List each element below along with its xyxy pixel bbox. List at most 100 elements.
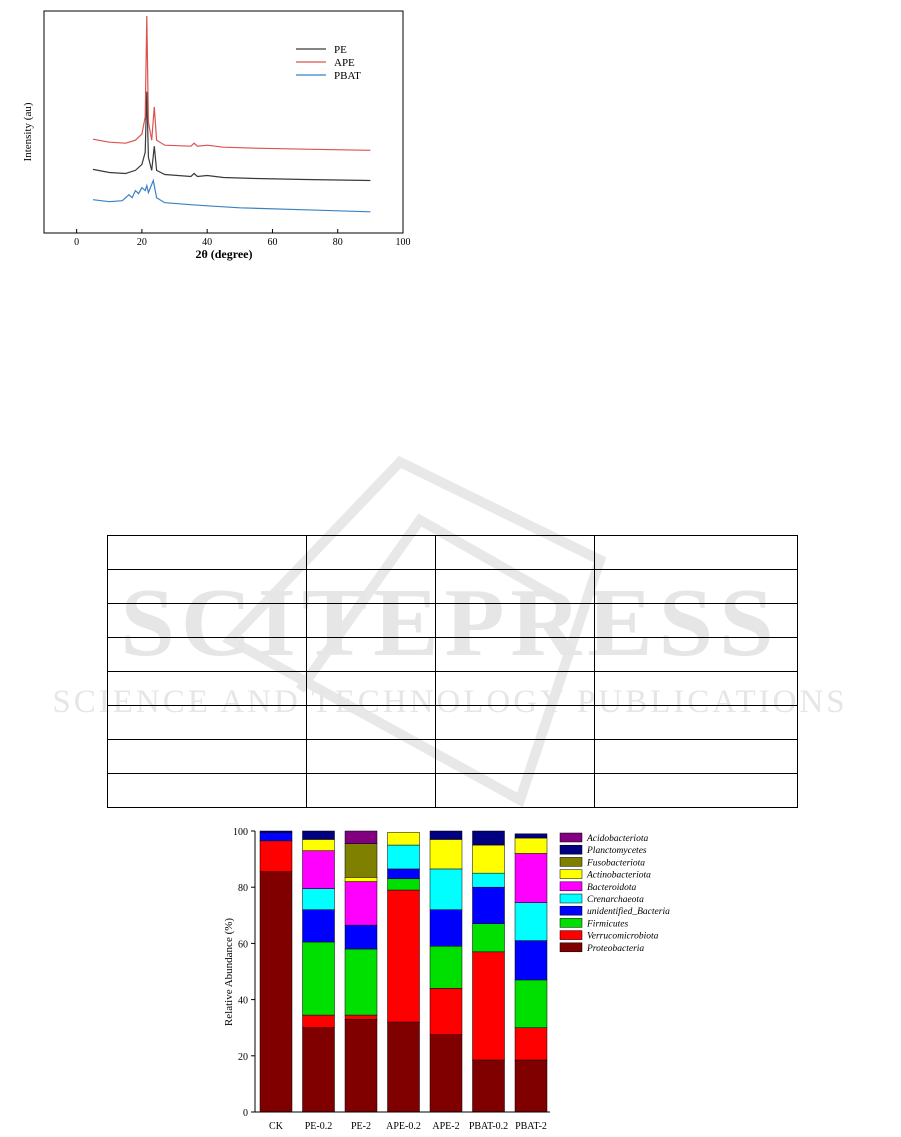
- abundance-x-tick-label: APE-2: [432, 1121, 459, 1132]
- bar-segment-verrucomicrobiota: [429, 988, 463, 1035]
- abundance-x-tick-label: PBAT-0.2: [469, 1121, 508, 1132]
- bar-segment-proteobacteria: [387, 1021, 420, 1113]
- xrd-line-ape: [92, 15, 371, 151]
- bar-segment-actinobacteriota: [344, 877, 378, 882]
- table-cell: [594, 603, 798, 638]
- abundance-y-tick-label: 80: [238, 883, 248, 894]
- bar-segment-actinobacteriota: [387, 832, 420, 846]
- bar-segment-planctomycetes: [472, 830, 505, 846]
- abundance-legend: Acidobacteriota Planctomycetes Fusobacteri…: [559, 832, 670, 954]
- bar-segment-planctomycetes: [302, 830, 335, 840]
- abundance-legend-swatch: [559, 869, 583, 879]
- abundance-x-tick-label: PBAT-2: [515, 1121, 547, 1132]
- bar-segment-planctomycetes: [514, 833, 548, 839]
- abundance-legend-swatch: [559, 905, 583, 916]
- abundance-bars: CK PE-0.2 PE-2 APE-0.2 APE-2 PBAT-0.2 PBAT-2: [259, 830, 548, 1132]
- bar-segment-unidentified_bacteria: [344, 924, 378, 950]
- xrd-x-tick-label: 20: [137, 237, 147, 248]
- xrd-legend-label: APE: [334, 57, 355, 69]
- abundance-legend-label: Planctomycetes: [586, 846, 647, 856]
- abundance-x-tick-label: CK: [269, 1121, 284, 1132]
- abundance-legend-label: Crenarchaeota: [587, 895, 644, 905]
- bar-segment-firmicutes: [344, 948, 378, 1016]
- abundance-legend-label: Actinobacteriota: [586, 871, 651, 881]
- bar-segment-proteobacteria: [472, 1059, 505, 1113]
- data-table: [107, 535, 798, 808]
- bar-segment-crenarchaeota: [514, 902, 548, 941]
- xrd-x-tick-label: 100: [396, 237, 411, 248]
- bar-segment-unidentified_bacteria: [514, 940, 548, 981]
- bar-segment-bacteroidota: [514, 853, 548, 903]
- bar-segment-unidentified_bacteria: [259, 832, 293, 842]
- table-cell: [107, 773, 307, 808]
- xrd-x-tick-label: 0: [74, 237, 79, 248]
- bar-segment-actinobacteriota: [302, 839, 335, 851]
- xrd-x-tick-label: 60: [267, 237, 277, 248]
- bar-segment-firmicutes: [302, 941, 335, 1016]
- bar-segment-actinobacteriota: [472, 844, 505, 874]
- table-cell: [594, 569, 798, 604]
- abundance-y-tick-label: 60: [238, 939, 248, 950]
- bar-segment-actinobacteriota: [429, 839, 463, 870]
- table-cell: [594, 671, 798, 706]
- bar-segment-proteobacteria: [514, 1059, 548, 1113]
- bar-segment-firmicutes: [514, 979, 548, 1028]
- abundance-y-tick-label: 40: [238, 996, 248, 1007]
- abundance-legend-swatch: [559, 918, 583, 928]
- bar-segment-acidobacteriota: [344, 830, 378, 844]
- table-row: [107, 637, 798, 672]
- bar-segment-crenarchaeota: [387, 844, 420, 870]
- table-cell: [435, 637, 595, 672]
- bar-segment-firmicutes: [387, 878, 420, 891]
- abundance-legend-swatch: [559, 857, 583, 867]
- abundance-x-tick-label: APE-0.2: [386, 1121, 421, 1132]
- abundance-legend-label: Verrucomicrobiota: [587, 932, 659, 942]
- abundance-y-axis-label: Relative Abundance (%): [223, 918, 235, 1026]
- table-cell: [435, 569, 595, 604]
- bar-segment-unidentified_bacteria: [302, 909, 335, 943]
- table-row: [107, 603, 798, 638]
- bar-segment-firmicutes: [429, 945, 463, 989]
- abundance-x-tick-label: PE-0.2: [305, 1121, 333, 1132]
- abundance-legend-swatch: [559, 832, 583, 843]
- table-row: [107, 773, 798, 808]
- xrd-x-tick-label: 80: [333, 237, 343, 248]
- xrd-line-pbat: [92, 178, 371, 213]
- abundance-y-tick-label: 100: [233, 827, 248, 838]
- table-cell: [594, 705, 798, 740]
- bar-segment-fusobacteriota: [344, 843, 378, 878]
- bar-segment-proteobacteria: [259, 871, 293, 1113]
- table-cell: [435, 603, 595, 638]
- abundance-legend-label: Fusobacteriota: [586, 858, 645, 868]
- bar-segment-verrucomicrobiota: [472, 951, 505, 1061]
- xrd-legend-label: PBAT: [334, 70, 361, 82]
- table-row: [107, 671, 798, 706]
- table-row: [107, 535, 798, 570]
- table-cell: [306, 603, 436, 638]
- table-cell: [594, 535, 798, 570]
- table-cell: [107, 671, 307, 706]
- bar-segment-planctomycetes: [259, 830, 293, 833]
- abundance-legend-swatch: [559, 930, 583, 940]
- table-cell: [306, 535, 436, 570]
- xrd-plot-frame: [43, 10, 404, 234]
- bar-segment-crenarchaeota: [472, 872, 505, 888]
- abundance-legend-swatch: [559, 844, 583, 855]
- bar-segment-unidentified_bacteria: [387, 868, 420, 880]
- bar-segment-bacteroidota: [344, 881, 378, 926]
- xrd-x-axis-label: 2θ (degree): [195, 247, 252, 261]
- abundance-legend-swatch: [559, 942, 583, 953]
- table-cell: [107, 569, 307, 604]
- bar-segment-crenarchaeota: [302, 888, 335, 910]
- bar-segment-verrucomicrobiota: [344, 1014, 378, 1020]
- abundance-axes: 0 20 40 60 80 100: [233, 827, 550, 1119]
- abundance-legend-label: Firmicutes: [586, 919, 628, 929]
- table-cell: [435, 705, 595, 740]
- abundance-legend-label: Acidobacteriota: [586, 834, 648, 844]
- table-cell: [435, 773, 595, 808]
- abundance-legend-swatch: [559, 881, 583, 892]
- abundance-legend-swatch: [559, 893, 583, 904]
- abundance-legend-label: Proteobacteria: [586, 944, 644, 954]
